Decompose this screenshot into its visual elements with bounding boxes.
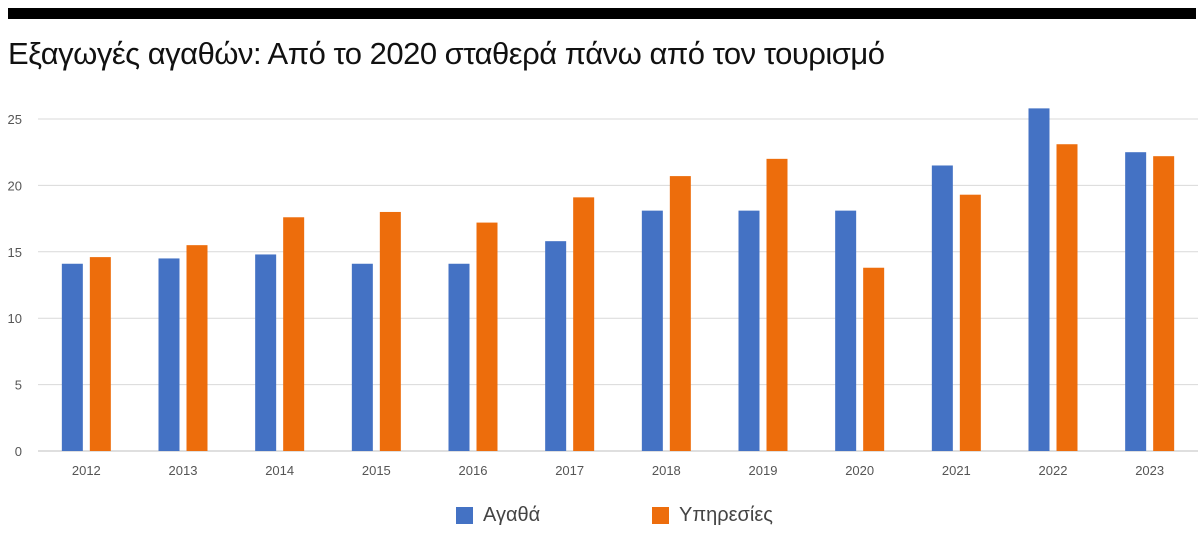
bar-services-2023 [1153,156,1175,451]
bar-goods-2013 [158,258,180,451]
bar-services-2021 [959,194,981,452]
x-tick-label: 2018 [652,463,681,478]
legend: Αγαθά Υπηρεσίες [0,504,1200,530]
bar-goods-2021 [931,165,953,452]
y-tick-label: 5 [15,378,22,393]
bar-chart: 0 5 10 15 20 25 2012 2013 2014 2015 2016 2017 2018 20… [8,108,1198,478]
bar-goods-2014 [255,254,277,451]
bar-services-2018 [669,176,691,451]
bar-goods-2019 [738,210,760,451]
x-tick-label: 2022 [1039,463,1068,478]
bar-services-2020 [863,267,885,451]
y-tick-label: 25 [8,112,22,127]
legend-swatch-services [652,507,669,524]
bar-goods-2017 [545,241,567,451]
x-tick-label: 2013 [169,463,198,478]
y-tick-label: 10 [8,311,22,326]
y-tick-label: 0 [15,444,22,459]
bar-services-2013 [186,245,208,451]
x-tick-label: 2021 [942,463,971,478]
x-tick-label: 2012 [72,463,101,478]
bar-goods-2018 [641,210,663,451]
x-tick-label: 2015 [362,463,391,478]
legend-item-goods: Αγαθά [456,504,540,527]
bar-goods-2020 [835,210,857,451]
bar-goods-2016 [448,263,470,451]
bar-services-2015 [379,211,401,451]
bar-goods-2022 [1028,108,1050,451]
legend-label-services: Υπηρεσίες [679,504,773,526]
bar-services-2014 [283,217,305,451]
bar-services-2012 [89,257,111,451]
bar-services-2019 [766,158,788,451]
legend-swatch-goods [456,507,473,524]
y-tick-label: 15 [8,245,22,260]
x-tick-label: 2014 [265,463,294,478]
x-tick-label: 2020 [845,463,874,478]
x-tick-label: 2019 [749,463,778,478]
y-tick-label: 20 [8,178,22,193]
chart-title: Εξαγωγές αγαθών: Από το 2020 σταθερά πάν… [8,36,885,71]
bar-goods-2015 [351,263,373,451]
top-rule [8,8,1196,19]
bar-services-2022 [1056,144,1078,451]
x-tick-label: 2017 [555,463,584,478]
x-tick-label: 2023 [1135,463,1164,478]
bar-services-2016 [476,222,498,451]
legend-item-services: Υπηρεσίες [652,504,773,527]
bar-goods-2023 [1125,152,1147,451]
bar-services-2017 [573,197,595,451]
legend-label-goods: Αγαθά [483,504,541,526]
x-tick-label: 2016 [459,463,488,478]
bar-goods-2012 [61,263,83,451]
